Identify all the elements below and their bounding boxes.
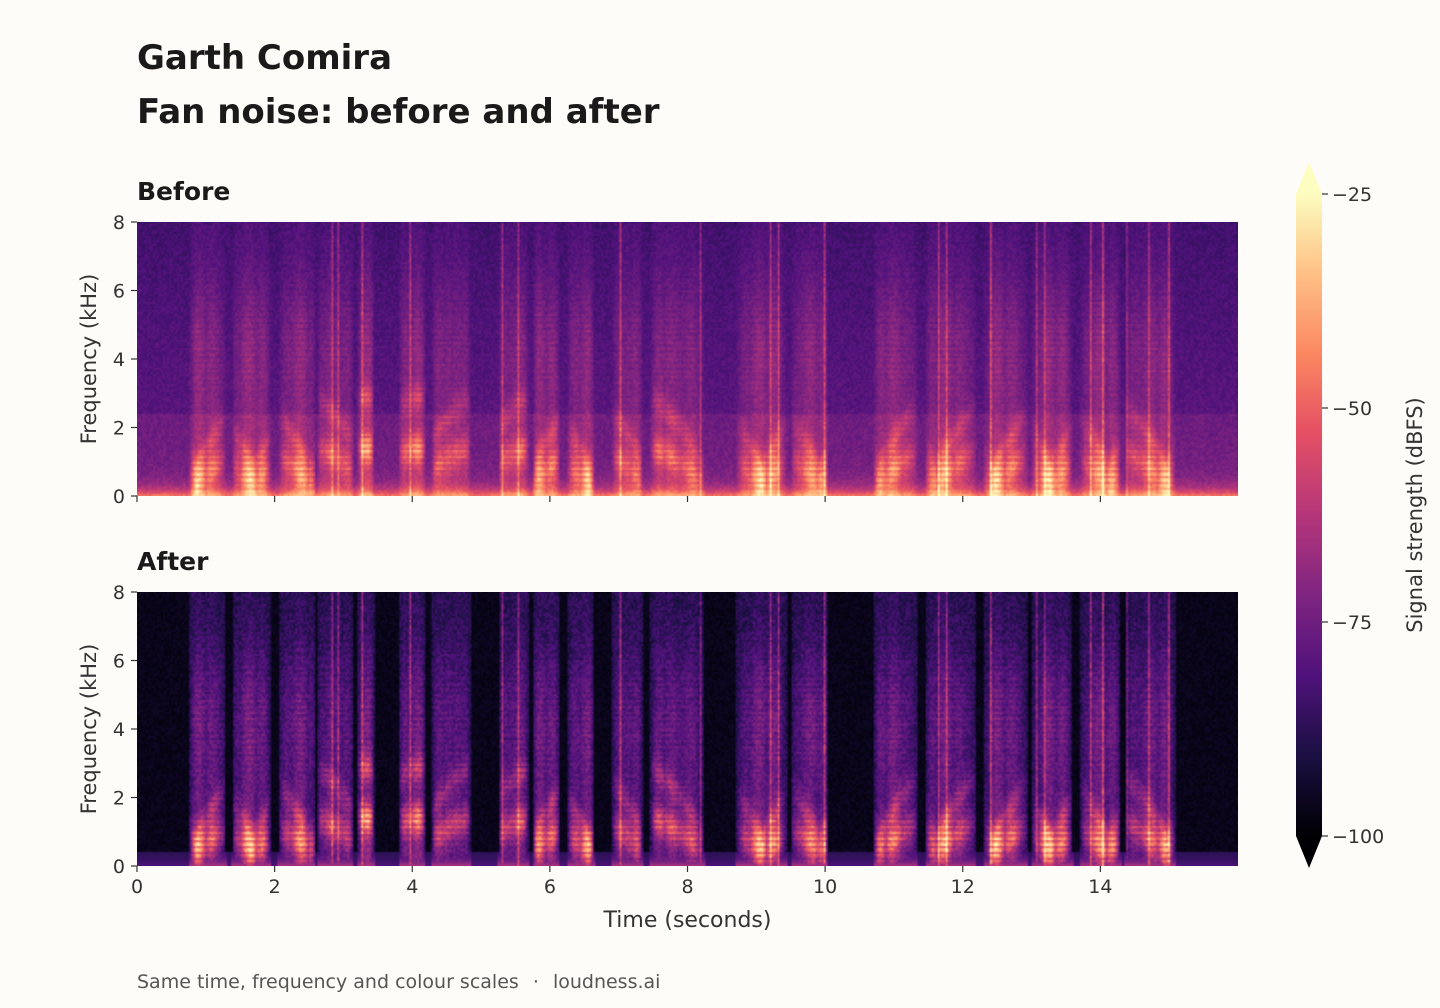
panel-title-after: After (137, 547, 209, 576)
footer-caption: Same time, frequency and colour scales (137, 971, 519, 993)
x-tick-label: 14 (1088, 876, 1112, 898)
colorbar-tick-label: −50 (1332, 398, 1372, 420)
y-tick-label: 6 (113, 281, 125, 303)
colorbar-tick-label: −25 (1332, 184, 1372, 206)
y-tick-label: 8 (113, 212, 125, 234)
chart-title-name: Garth Comira (137, 38, 393, 78)
y-tick-label: 6 (113, 651, 125, 673)
y-tick-label: 4 (113, 719, 125, 741)
colorbar-tick-label: −75 (1332, 612, 1372, 634)
x-axis-label: Time (seconds) (603, 908, 772, 933)
y-tick-label: 8 (113, 582, 125, 604)
colorbar (1296, 194, 1322, 836)
y-tick-label: 0 (113, 856, 125, 878)
spectrogram-before (137, 222, 1238, 496)
footer-site: loudness.ai (552, 971, 661, 993)
y-tick-label: 2 (113, 788, 125, 810)
y-tick-label: 2 (113, 418, 125, 440)
x-tick-label: 8 (681, 876, 693, 898)
footer-separator: · (532, 971, 539, 993)
spectrogram-after (137, 592, 1238, 866)
chart-title: Fan noise: before and after (137, 92, 660, 132)
x-tick-label: 10 (813, 876, 837, 898)
panel-title-before: Before (137, 177, 231, 206)
footer-note: Same time, frequency and colour scales ·… (137, 971, 660, 993)
colorbar-extend-min (1296, 836, 1322, 868)
x-tick-label: 4 (406, 876, 418, 898)
x-tick-label: 12 (951, 876, 975, 898)
colorbar-tick-label: −100 (1332, 826, 1384, 848)
y-axis-label: Frequency (kHz) (77, 644, 101, 815)
x-tick-label: 0 (131, 876, 143, 898)
y-tick-label: 4 (113, 349, 125, 371)
y-tick-label: 0 (113, 486, 125, 508)
colorbar-label: Signal strength (dBFS) (1403, 397, 1427, 632)
y-axis-label: Frequency (kHz) (77, 274, 101, 445)
x-tick-label: 2 (269, 876, 281, 898)
x-tick-label: 6 (544, 876, 556, 898)
colorbar-extend-max (1296, 162, 1322, 194)
